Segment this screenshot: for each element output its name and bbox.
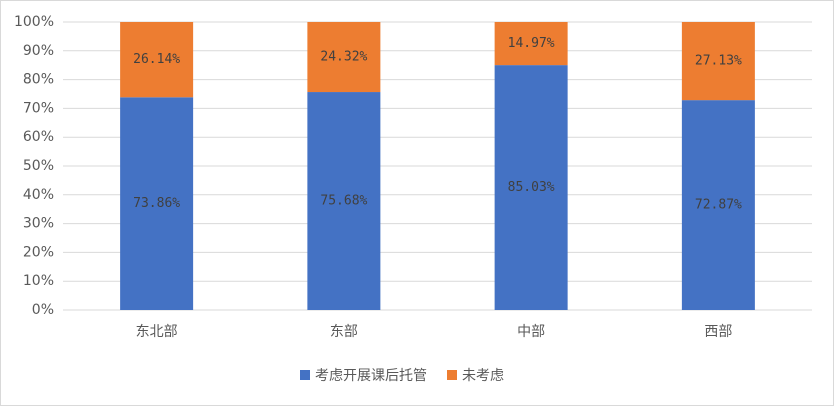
- y-tick-label: 50%: [23, 158, 54, 174]
- data-label: 72.87%: [695, 198, 742, 213]
- y-tick-label: 60%: [23, 129, 54, 145]
- y-tick-label: 70%: [23, 100, 54, 116]
- x-tick-label: 中部: [517, 324, 545, 340]
- legend-label: 未考虑: [462, 368, 504, 384]
- legend-swatch: [447, 370, 457, 380]
- y-tick-label: 80%: [23, 72, 54, 88]
- y-tick-label: 0%: [32, 302, 54, 318]
- data-label: 85.03%: [508, 180, 555, 195]
- bar-segment: [307, 92, 381, 311]
- y-tick-label: 40%: [23, 187, 54, 203]
- data-label: 27.13%: [695, 54, 742, 69]
- x-tick-label: 西部: [704, 324, 732, 340]
- data-label: 14.97%: [508, 36, 555, 51]
- bar-segment: [120, 22, 194, 98]
- y-tick-label: 30%: [23, 216, 54, 232]
- data-label: 24.32%: [320, 50, 367, 65]
- y-tick-label: 20%: [23, 244, 54, 260]
- bar-segment: [681, 100, 755, 310]
- legend-label: 考虑开展课后托管: [315, 368, 427, 384]
- bar-segment: [494, 65, 568, 310]
- x-tick-label: 东北部: [136, 324, 178, 340]
- y-tick-label: 90%: [23, 43, 54, 59]
- bar-segment: [494, 22, 568, 66]
- data-label: 75.68%: [320, 194, 367, 209]
- bar-segment: [307, 22, 381, 93]
- y-tick-label: 100%: [14, 14, 54, 30]
- x-tick-label: 东部: [330, 324, 358, 340]
- bar-segment: [681, 22, 755, 101]
- data-label: 26.14%: [133, 52, 180, 67]
- bar-segment: [120, 97, 194, 310]
- legend-swatch: [300, 370, 310, 380]
- data-label: 73.86%: [133, 196, 180, 211]
- y-tick-label: 10%: [23, 273, 54, 289]
